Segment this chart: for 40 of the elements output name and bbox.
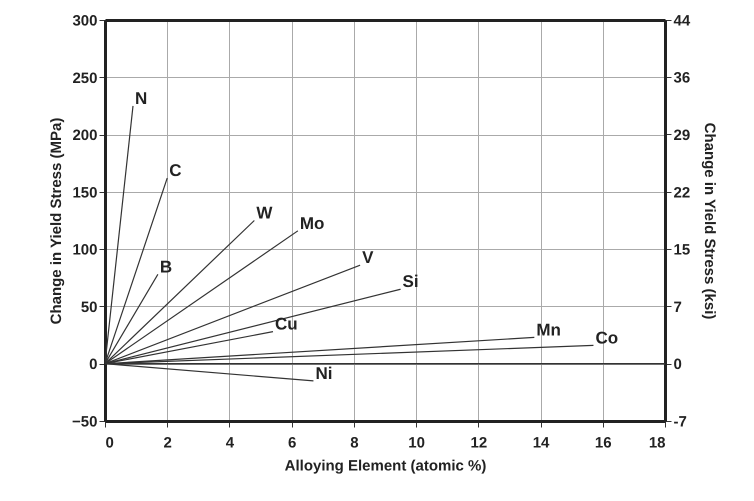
y-tick-label: 50 (80, 298, 98, 316)
y2-tick-label: -7 (674, 414, 687, 430)
y2-tick-label: 29 (674, 126, 690, 144)
y-tick-label: 150 (72, 184, 98, 202)
series-label: Si (402, 272, 419, 292)
series-label: Co (595, 328, 618, 348)
y2-tick-label: 7 (674, 298, 682, 316)
y-tick-label: −50 (72, 414, 98, 430)
x-tick-label: 18 (648, 434, 666, 452)
y2-tick-label: 0 (674, 356, 682, 374)
x-axis-title: Alloying Element (atomic %) (284, 458, 486, 474)
y2-axis-title: Change in Yield Stress (ksi) (701, 122, 718, 320)
y2-tick-label: 36 (674, 70, 690, 87)
series-label: N (135, 88, 148, 108)
series-label: Mo (300, 214, 324, 233)
series-label: B (160, 257, 172, 276)
y-axis-title: Change in Yield Stress (MPa) (48, 118, 66, 324)
series-label: C (169, 161, 182, 180)
y-tick-label: 200 (72, 127, 98, 144)
series-label: V (362, 248, 374, 268)
series-label: W (256, 204, 274, 222)
x-tick-label: 12 (470, 434, 488, 452)
y2-tick-label: 44 (674, 12, 691, 30)
y-tick-label: 100 (72, 242, 98, 259)
x-tick-label: 14 (532, 434, 550, 452)
x-tick-label: 16 (594, 434, 612, 452)
series-label: Cu (275, 314, 298, 334)
x-tick-label: 8 (350, 434, 359, 452)
x-tick-label: 0 (106, 434, 114, 452)
y-tick-label: 0 (89, 356, 98, 374)
x-tick-label: 2 (164, 434, 172, 452)
y2-tick-label: 15 (674, 242, 690, 259)
y-tick-label: 250 (72, 70, 98, 87)
x-tick-label: 4 (226, 434, 235, 452)
series-label: Ni (315, 364, 332, 383)
x-tick-label: 10 (408, 434, 425, 452)
y2-tick-label: 22 (674, 184, 690, 202)
x-tick-label: 6 (288, 434, 296, 452)
series-label: Mn (536, 320, 561, 340)
y-tick-label: 300 (72, 12, 98, 30)
